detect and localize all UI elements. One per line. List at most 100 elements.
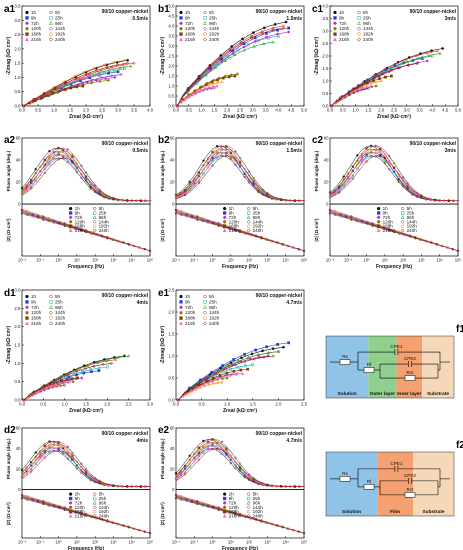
- y-tick-label: 1.5: [14, 61, 21, 66]
- legend-entry: 96h: [99, 215, 107, 220]
- data-point: [20, 474, 24, 477]
- legend-entry: 5h: [253, 206, 259, 211]
- data-point: [436, 49, 439, 53]
- data-point: [282, 345, 285, 349]
- data-point: [45, 94, 49, 97]
- data-point: [74, 369, 79, 374]
- data-point: [61, 452, 65, 455]
- data-point: [179, 32, 183, 36]
- data-point: [425, 51, 429, 55]
- legend-entry: 1h: [383, 206, 389, 211]
- bode-plot-c2: [328, 137, 460, 257]
- data-point: [282, 24, 285, 28]
- legend-entry: 168h: [75, 509, 86, 514]
- data-point: [66, 154, 70, 157]
- data-point: [206, 445, 210, 449]
- x-tick-label: 10⁴: [128, 540, 135, 545]
- data-point: [86, 74, 90, 78]
- data-point: [379, 147, 382, 151]
- panel-label: f1: [456, 324, 463, 335]
- data-point: [82, 75, 86, 79]
- zone-substrate: [413, 452, 454, 516]
- material-label: 90/10 copper-nickel: [410, 9, 457, 15]
- legend-entry: 1h: [185, 10, 191, 15]
- data-point: [256, 353, 261, 357]
- data-point: [25, 466, 28, 469]
- data-point: [25, 10, 29, 15]
- x-axis-label: Frequency (Hz): [222, 546, 258, 550]
- data-point: [134, 199, 138, 203]
- data-point: [123, 58, 126, 62]
- legend-entry: 168h: [185, 316, 196, 321]
- data-point: [447, 199, 451, 203]
- data-point: [414, 54, 418, 58]
- data-point: [387, 168, 391, 171]
- data-point: [188, 186, 191, 190]
- legend-entry: 72h: [229, 500, 237, 505]
- x-tick-label: 10⁻²: [18, 258, 27, 263]
- fit-curve: [175, 145, 305, 202]
- legend-entry: 216h: [31, 321, 42, 326]
- legend-entry: 192h: [209, 316, 220, 321]
- data-point: [202, 85, 206, 89]
- data-point: [178, 21, 184, 26]
- data-point: [384, 75, 387, 79]
- data-point: [233, 466, 237, 470]
- data-point: [365, 160, 369, 163]
- data-point: [38, 456, 42, 460]
- data-point: [228, 373, 232, 377]
- data-point: [392, 161, 396, 165]
- legend-entry: 1h: [75, 492, 81, 497]
- x-tick-label: 10²: [92, 540, 99, 545]
- data-point: [356, 37, 362, 42]
- y-tick-label: 40: [16, 446, 21, 451]
- x-tick-label: 1.5: [83, 402, 90, 407]
- x-tick-label: 0.0: [173, 402, 180, 407]
- x-tick-label: 0.5: [186, 108, 193, 113]
- data-point: [29, 461, 33, 464]
- data-point: [119, 72, 123, 77]
- data-point: [357, 32, 361, 36]
- fit-curve: [331, 60, 428, 107]
- x-axis-label: Zreal (kΩ·cm²): [69, 408, 103, 414]
- data-point: [265, 32, 268, 35]
- data-point: [233, 163, 237, 167]
- data-point: [80, 81, 84, 85]
- data-point: [48, 310, 54, 315]
- data-point: [198, 386, 202, 389]
- data-point: [233, 149, 237, 153]
- data-point: [215, 145, 219, 148]
- x-tick-label: 10⁻¹: [344, 258, 353, 263]
- data-point: [22, 398, 26, 402]
- data-point: [63, 88, 67, 91]
- data-point: [197, 171, 201, 174]
- data-point: [187, 94, 191, 98]
- legend-entry: 9h: [75, 496, 81, 501]
- data-point: [29, 187, 33, 191]
- data-point: [224, 451, 228, 455]
- data-point: [129, 64, 133, 68]
- data-point: [400, 228, 405, 233]
- data-point: [49, 294, 53, 299]
- legend-entry: 96h: [209, 305, 217, 310]
- resistor: [339, 476, 351, 482]
- data-point: [201, 88, 205, 92]
- x-tick-label: 4.5: [288, 108, 295, 113]
- nyquist-plot-b1: [175, 5, 305, 108]
- y-tick-label: 1.5: [168, 74, 175, 79]
- data-point: [433, 198, 437, 202]
- material-label: 90/10 copper-nickel: [102, 141, 149, 147]
- data-point: [276, 349, 281, 353]
- data-point: [374, 84, 378, 88]
- x-tick-label: 3.5: [263, 108, 270, 113]
- legend-entry: 9h: [185, 15, 191, 20]
- legend-entry: 144h: [99, 219, 110, 224]
- data-point: [94, 68, 99, 73]
- data-point: [65, 378, 69, 382]
- data-point: [25, 311, 29, 315]
- element-label: CPE2: [404, 356, 416, 361]
- legend-entry: 9h: [75, 210, 81, 215]
- y-tick-label: 40: [16, 158, 21, 163]
- data-point: [222, 513, 227, 518]
- y-tick-label: 2.5: [14, 32, 21, 37]
